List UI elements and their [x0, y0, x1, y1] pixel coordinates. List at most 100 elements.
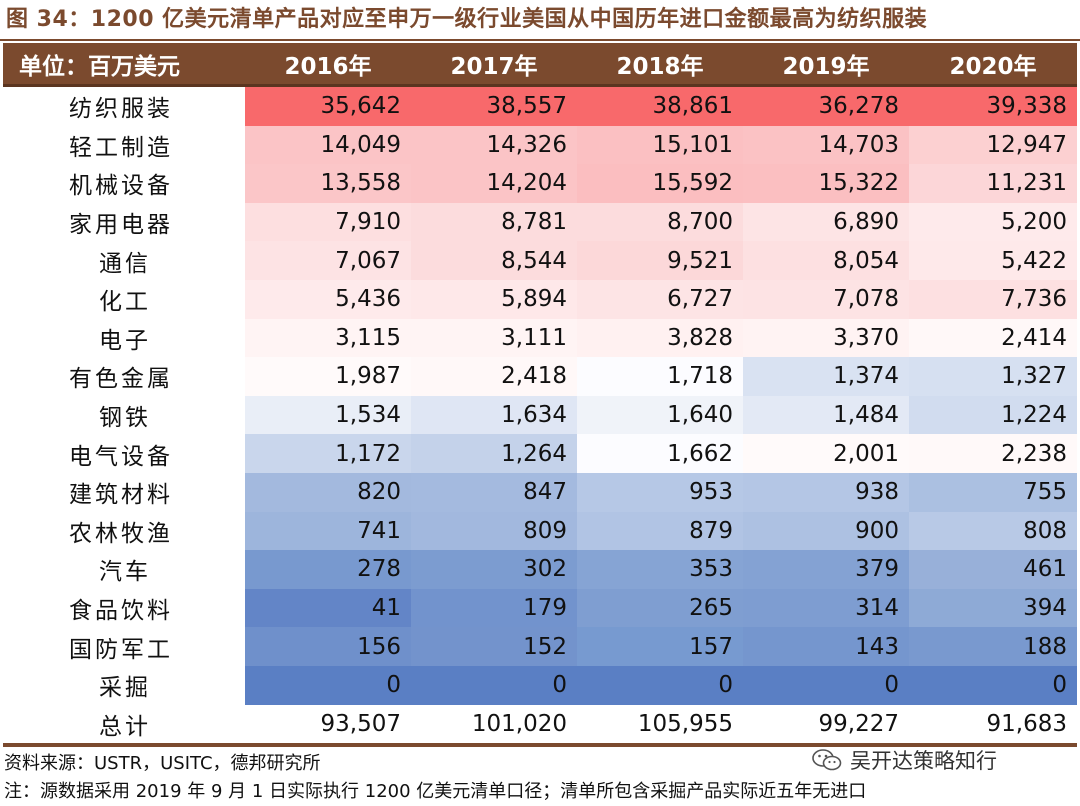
value-cell: 1,662 — [577, 434, 743, 473]
value-cell: 91,683 — [909, 704, 1077, 748]
table-row: 电子 3,115 3,111 3,828 3,370 2,414 — [3, 318, 1077, 358]
value-cell: 8,781 — [411, 202, 577, 242]
value-cell: 278 — [245, 550, 411, 589]
value-cell: 156 — [245, 627, 411, 666]
table-row: 化工 5,436 5,894 6,727 7,078 7,736 — [3, 279, 1077, 319]
value-cell: 0 — [743, 665, 909, 705]
row-label: 家用电器 — [3, 202, 245, 242]
row-label: 有色金属 — [3, 357, 245, 396]
value-cell: 3,111 — [411, 318, 577, 358]
import-table: 单位：百万美元 2016年 2017年 2018年 2019年 2020年 纺织… — [3, 43, 1077, 748]
value-cell: 14,204 — [411, 164, 577, 203]
table-row: 有色金属 1,987 2,418 1,718 1,374 1,327 — [3, 357, 1077, 396]
value-cell: 879 — [577, 511, 743, 551]
row-label: 电子 — [3, 318, 245, 358]
value-cell: 353 — [577, 550, 743, 589]
value-cell: 741 — [245, 511, 411, 551]
row-label: 机械设备 — [3, 164, 245, 203]
year-header: 2019年 — [743, 43, 909, 87]
table-row: 轻工制造 14,049 14,326 15,101 14,703 12,947 — [3, 125, 1077, 165]
value-cell: 3,115 — [245, 318, 411, 358]
value-cell: 15,592 — [577, 164, 743, 203]
value-cell: 809 — [411, 511, 577, 551]
value-cell: 755 — [909, 472, 1077, 512]
source-note: 资料来源：USTR，USITC，德邦研究所 — [4, 753, 321, 774]
table-row: 钢铁 1,534 1,634 1,640 1,484 1,224 — [3, 395, 1077, 435]
row-label: 钢铁 — [3, 395, 245, 435]
value-cell: 1,224 — [909, 395, 1077, 435]
value-cell: 0 — [577, 665, 743, 705]
chart-title: 图 34：1200 亿美元清单产品对应至申万一级行业美国从中国历年进口金额最高为… — [6, 7, 928, 32]
value-cell: 379 — [743, 550, 909, 589]
year-header: 2018年 — [577, 43, 743, 87]
row-label: 采掘 — [3, 665, 245, 705]
table-row: 纺织服装 35,642 38,557 38,861 36,278 39,338 — [3, 85, 1077, 126]
value-cell: 302 — [411, 550, 577, 589]
value-cell: 0 — [909, 665, 1077, 705]
value-cell: 900 — [743, 511, 909, 551]
table-row: 食品饮料 41 179 265 314 394 — [3, 588, 1077, 628]
value-cell: 2,001 — [743, 434, 909, 473]
value-cell: 1,327 — [909, 357, 1077, 396]
table-row: 汽车 278 302 353 379 461 — [3, 550, 1077, 589]
value-cell: 1,264 — [411, 434, 577, 473]
value-cell: 2,414 — [909, 318, 1077, 358]
value-cell: 314 — [743, 588, 909, 628]
value-cell: 1,640 — [577, 395, 743, 435]
table-row: 机械设备 13,558 14,204 15,592 15,322 11,231 — [3, 164, 1077, 203]
value-cell: 14,326 — [411, 125, 577, 165]
table-row: 农林牧渔 741 809 879 900 808 — [3, 511, 1077, 551]
value-cell: 394 — [909, 588, 1077, 628]
value-cell: 35,642 — [245, 85, 411, 126]
table-row: 采掘 0 0 0 0 0 — [3, 665, 1077, 705]
value-cell: 14,049 — [245, 125, 411, 165]
value-cell: 1,987 — [245, 357, 411, 396]
value-cell: 6,890 — [743, 202, 909, 242]
value-cell: 2,238 — [909, 434, 1077, 473]
row-label: 农林牧渔 — [3, 511, 245, 551]
value-cell: 1,534 — [245, 395, 411, 435]
table-row: 家用电器 7,910 8,781 8,700 6,890 5,200 — [3, 202, 1077, 242]
row-label: 建筑材料 — [3, 472, 245, 512]
value-cell: 12,947 — [909, 125, 1077, 165]
wechat-icon — [812, 749, 842, 771]
value-cell: 188 — [909, 627, 1077, 666]
value-cell: 41 — [245, 588, 411, 628]
value-cell: 105,955 — [577, 704, 743, 748]
value-cell: 808 — [909, 511, 1077, 551]
value-cell: 5,422 — [909, 241, 1077, 280]
value-cell: 6,727 — [577, 279, 743, 319]
value-cell: 7,910 — [245, 202, 411, 242]
value-cell: 38,557 — [411, 85, 577, 126]
row-label: 轻工制造 — [3, 125, 245, 165]
value-cell: 0 — [411, 665, 577, 705]
value-cell: 36,278 — [743, 85, 909, 126]
row-label: 通信 — [3, 241, 245, 280]
row-label: 食品饮料 — [3, 588, 245, 628]
value-cell: 953 — [577, 472, 743, 512]
value-cell: 1,484 — [743, 395, 909, 435]
value-cell: 99,227 — [743, 704, 909, 748]
value-cell: 5,894 — [411, 279, 577, 319]
value-cell: 461 — [909, 550, 1077, 589]
table-row: 国防军工 156 152 157 143 188 — [3, 627, 1077, 666]
value-cell: 938 — [743, 472, 909, 512]
year-header: 2016年 — [245, 43, 411, 87]
row-label: 电气设备 — [3, 434, 245, 473]
table-row: 建筑材料 820 847 953 938 755 — [3, 472, 1077, 512]
watermark-text: 吴开达策略知行 — [850, 749, 997, 773]
title-divider — [0, 39, 1080, 41]
value-cell: 14,703 — [743, 125, 909, 165]
value-cell: 8,544 — [411, 241, 577, 280]
watermark: 吴开达策略知行 — [812, 745, 997, 775]
value-cell: 13,558 — [245, 164, 411, 203]
value-cell: 179 — [411, 588, 577, 628]
value-cell: 39,338 — [909, 85, 1077, 126]
header-row: 单位：百万美元 2016年 2017年 2018年 2019年 2020年 — [3, 43, 1077, 87]
value-cell: 847 — [411, 472, 577, 512]
row-label: 总计 — [3, 704, 245, 748]
value-cell: 3,370 — [743, 318, 909, 358]
footnote: 注：源数据采用 2019 年 9 月 1 日实际执行 1200 亿美元清单口径；… — [4, 781, 867, 802]
total-row: 总计 93,507 101,020 105,955 99,227 91,683 — [3, 704, 1077, 748]
value-cell: 38,861 — [577, 85, 743, 126]
